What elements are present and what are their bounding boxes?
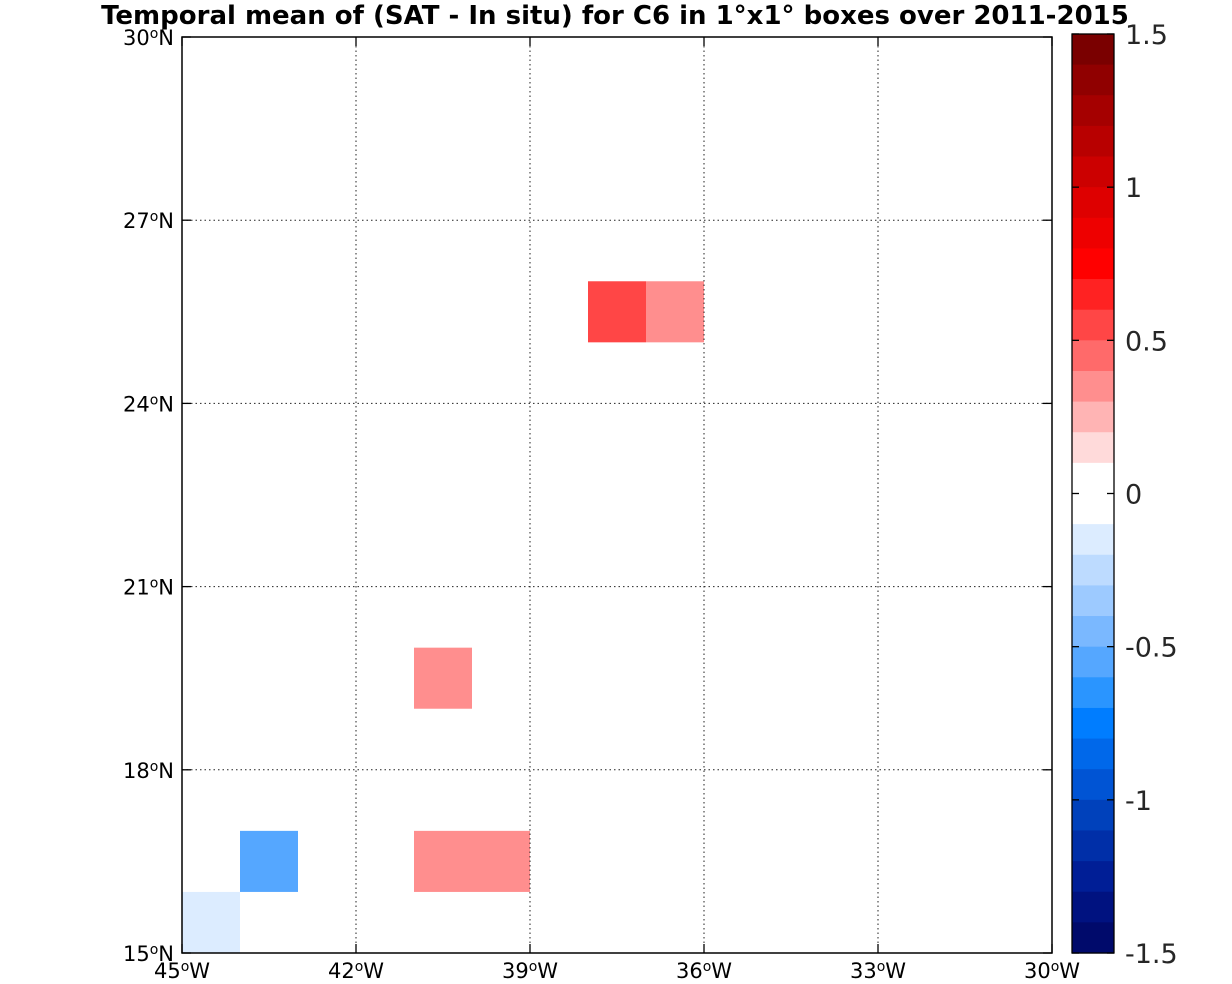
colorbar-tick-label: 0 bbox=[1125, 480, 1142, 511]
colorbar-tick-label: -1.5 bbox=[1125, 939, 1178, 970]
heatmap-cell-2 bbox=[414, 830, 472, 892]
heatmap-cell-1 bbox=[240, 830, 298, 892]
colorbar-level-24 bbox=[1072, 769, 1114, 801]
colorbar-level-14 bbox=[1072, 462, 1114, 495]
y-tick-label-15: 15oN bbox=[123, 942, 174, 966]
cell-layer bbox=[182, 281, 704, 953]
colorbar-level-25 bbox=[1072, 799, 1114, 832]
colorbar-level-15 bbox=[1072, 493, 1114, 525]
plot-frame bbox=[181, 36, 1053, 954]
colorbar-level-2 bbox=[1072, 95, 1114, 127]
colorbar-level-27 bbox=[1072, 861, 1114, 893]
colorbar-level-4 bbox=[1072, 156, 1114, 188]
colorbar-level-20 bbox=[1072, 646, 1114, 678]
x-tick-label-45: 45oW bbox=[154, 959, 210, 983]
axis-ticks: 15oN 18oN 21oN 24oN 27oN 30oN 45oW 42oW 39oW 36oW… bbox=[123, 26, 1080, 983]
colorbar: 1.5 1 0.5 0 -0.5 -1 -1.5 bbox=[1071, 20, 1178, 970]
heatmap-cell-6 bbox=[646, 281, 704, 343]
heatmap-cell-0 bbox=[182, 891, 240, 953]
colorbar-tick-label: 1 bbox=[1125, 173, 1142, 204]
colorbar-level-21 bbox=[1072, 677, 1114, 709]
colorbar-level-26 bbox=[1072, 830, 1114, 862]
colorbar-level-10 bbox=[1072, 340, 1114, 372]
colorbar-level-13 bbox=[1072, 432, 1114, 464]
colorbar-level-28 bbox=[1072, 891, 1114, 923]
colorbar-level-3 bbox=[1072, 125, 1114, 158]
y-tick-label-24: 24oN bbox=[123, 392, 174, 416]
colorbar-tick-label: 1.5 bbox=[1125, 20, 1168, 51]
x-tick-label-30: 30oW bbox=[1024, 959, 1080, 983]
colorbar-level-11 bbox=[1072, 370, 1114, 403]
chart-title: Temporal mean of (SAT - In situ) for C6 … bbox=[101, 1, 1129, 31]
heatmap-cell-3 bbox=[472, 830, 530, 892]
grid-lines bbox=[182, 37, 1052, 953]
colorbar-tick-label: -0.5 bbox=[1125, 633, 1178, 664]
colorbar-level-0 bbox=[1072, 34, 1114, 66]
heatmap-cell-4 bbox=[414, 647, 472, 709]
colorbar-level-6 bbox=[1072, 217, 1114, 250]
x-tick-label-36: 36oW bbox=[676, 959, 732, 983]
colorbar-level-1 bbox=[1072, 64, 1114, 96]
colorbar-level-18 bbox=[1072, 585, 1114, 617]
colorbar-tick-label: -1 bbox=[1125, 786, 1152, 817]
x-tick-label-42: 42oW bbox=[328, 959, 384, 983]
heatmap-cell-5 bbox=[588, 281, 646, 343]
colorbar-level-19 bbox=[1072, 616, 1114, 648]
colorbar-level-8 bbox=[1072, 279, 1114, 311]
colorbar-tick-label: 0.5 bbox=[1125, 326, 1168, 357]
y-tick-label-27: 27oN bbox=[123, 209, 174, 233]
y-tick-label-21: 21oN bbox=[123, 576, 174, 600]
x-tick-label-33: 33oW bbox=[850, 959, 906, 983]
colorbar-level-12 bbox=[1072, 401, 1114, 433]
colorbar-level-22 bbox=[1072, 707, 1114, 740]
colorbar-level-23 bbox=[1072, 738, 1114, 770]
colorbar-level-16 bbox=[1072, 524, 1114, 556]
colorbar-level-17 bbox=[1072, 554, 1114, 586]
y-tick-label-18: 18oN bbox=[123, 759, 174, 783]
colorbar-level-5 bbox=[1072, 187, 1114, 219]
colorbar-level-9 bbox=[1072, 309, 1114, 341]
colorbar-level-7 bbox=[1072, 248, 1114, 280]
y-tick-label-30: 30oN bbox=[123, 26, 174, 50]
x-tick-label-39: 39oW bbox=[502, 959, 558, 983]
colorbar-level-29 bbox=[1072, 922, 1114, 954]
